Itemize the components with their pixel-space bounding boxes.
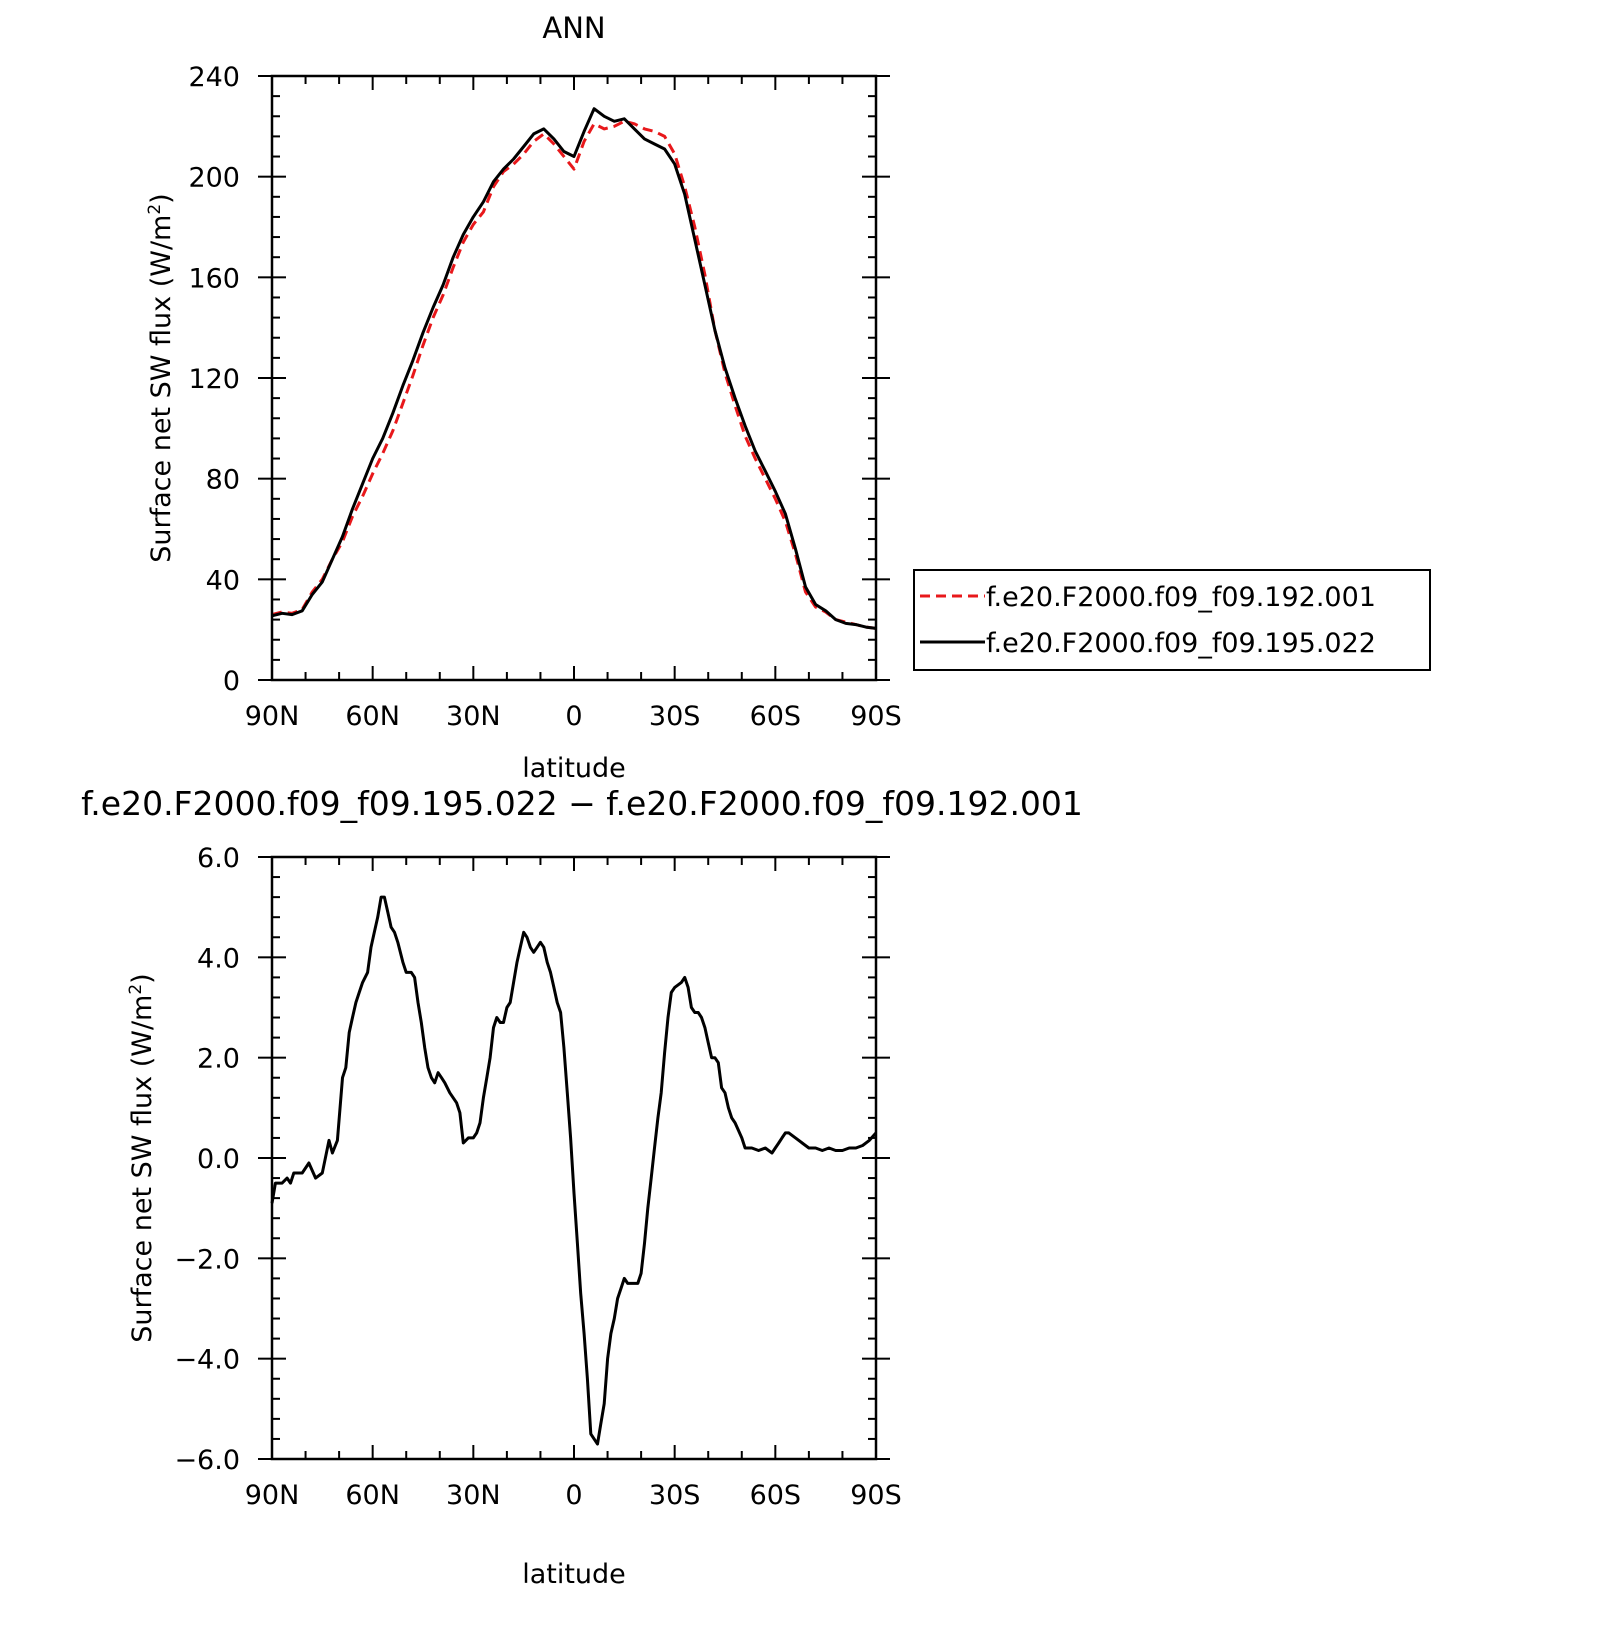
y-axis-label: Surface net SW flux (W/m2) bbox=[145, 193, 177, 562]
x-tick-label: 90N bbox=[245, 701, 300, 732]
x-tick-label: 60S bbox=[750, 1480, 802, 1511]
x-tick-label: 90S bbox=[850, 701, 902, 732]
x-tick-label: 0 bbox=[565, 1480, 582, 1511]
y-tick-label: 0.0 bbox=[197, 1144, 240, 1175]
y-tick-label: 160 bbox=[188, 263, 240, 294]
x-tick-label: 60N bbox=[345, 701, 400, 732]
series-line bbox=[271, 107, 877, 630]
plot-title: f.e20.F2000.f09_f09.195.022 − f.e20.F200… bbox=[81, 784, 1083, 823]
x-tick-label: 30N bbox=[446, 701, 501, 732]
plot-frame bbox=[270, 855, 878, 1461]
x-tick-labels: 90N 60N 30N 0 30S 60S 90S bbox=[245, 1480, 902, 1511]
y-tick-label: 0 bbox=[223, 666, 240, 697]
series-line bbox=[270, 895, 878, 1446]
y-tick-label: 200 bbox=[188, 163, 240, 194]
series-lines bbox=[270, 895, 878, 1446]
series-line bbox=[271, 119, 877, 630]
axis-ticks bbox=[258, 856, 890, 1460]
y-tick-label: −2.0 bbox=[174, 1244, 240, 1275]
legend-label: f.e20.F2000.f09_f09.192.001 bbox=[986, 582, 1376, 613]
y-tick-label: 6.0 bbox=[197, 843, 240, 874]
y-axis-label: Surface net SW flux (W/m2) bbox=[126, 973, 158, 1342]
legend-label: f.e20.F2000.f09_f09.195.022 bbox=[986, 628, 1376, 659]
x-tick-labels: 90N 60N 30N 0 30S 60S 90S bbox=[245, 701, 902, 732]
y-tick-label: −6.0 bbox=[174, 1445, 240, 1476]
x-tick-label: 60N bbox=[345, 1480, 400, 1511]
y-tick-label: 4.0 bbox=[197, 943, 240, 974]
y-tick-label: 120 bbox=[188, 364, 240, 395]
plot-title: ANN bbox=[542, 11, 605, 45]
x-tick-label: 30N bbox=[446, 1480, 501, 1511]
legend: f.e20.F2000.f09_f09.192.001 f.e20.F2000.… bbox=[913, 569, 1431, 671]
y-tick-labels: −6.0 −4.0 −2.0 0.0 2.0 4.0 6.0 bbox=[174, 843, 240, 1476]
y-tick-label: 2.0 bbox=[197, 1044, 240, 1075]
series-lines bbox=[271, 107, 877, 630]
legend-box bbox=[913, 569, 1431, 671]
x-tick-label: 0 bbox=[565, 701, 582, 732]
y-tick-label: 40 bbox=[206, 565, 240, 596]
x-tick-label: 30S bbox=[649, 701, 701, 732]
x-tick-label: 90N bbox=[245, 1480, 300, 1511]
y-tick-labels: 0 40 80 120 160 200 240 bbox=[188, 62, 240, 697]
x-axis-label: latitude bbox=[522, 753, 626, 784]
x-axis-label: latitude bbox=[522, 1559, 626, 1590]
x-tick-label: 90S bbox=[850, 1480, 902, 1511]
x-tick-label: 30S bbox=[649, 1480, 701, 1511]
axis-ticks bbox=[258, 75, 890, 681]
y-tick-label: 80 bbox=[206, 465, 240, 496]
plot-frame bbox=[270, 74, 878, 682]
difference-plot: f.e20.F2000.f09_f09.195.022 − f.e20.F200… bbox=[81, 784, 1083, 1590]
y-tick-label: −4.0 bbox=[174, 1345, 240, 1376]
mean-flux-plot: ANN Surface net SW flux (W/m2) latitude … bbox=[145, 11, 1431, 784]
y-tick-label: 240 bbox=[188, 62, 240, 93]
x-tick-label: 60S bbox=[750, 701, 802, 732]
